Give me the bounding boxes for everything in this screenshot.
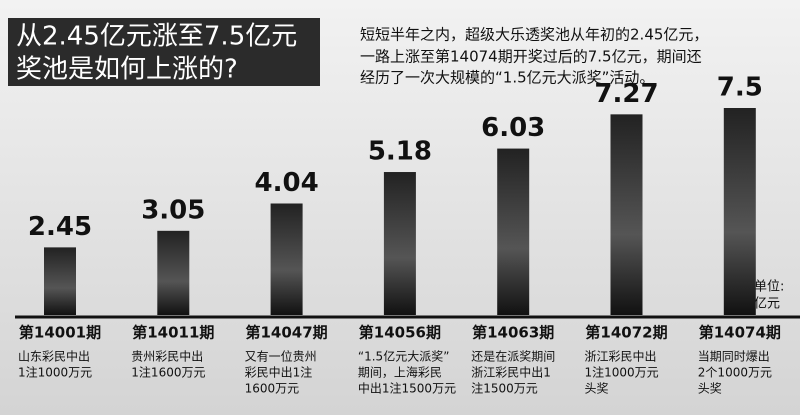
annotation: 期间，上海彩民 <box>358 365 442 380</box>
annotation: 又有一位贵州 <box>245 349 317 364</box>
bar <box>157 230 190 315</box>
annotation: 浙江彩民中出 <box>585 349 657 364</box>
data-label: 7.27 <box>594 79 658 109</box>
annotation: “1.5亿元大派奖” <box>358 349 450 364</box>
title-box <box>8 18 320 86</box>
annotation: 注1500万元 <box>471 381 538 396</box>
bar <box>497 148 530 315</box>
annotation: 1注1000万元 <box>585 365 659 380</box>
bar <box>44 247 76 315</box>
subtitle: 经历了一次大规模的“1.5亿元大派奖”活动。 <box>360 69 654 87</box>
annotation: 1注1600万元 <box>131 365 205 380</box>
annotation: 1600万元 <box>245 382 300 396</box>
x-tick-label: 第14072期 <box>585 324 667 342</box>
data-label: 4.04 <box>255 168 319 198</box>
subtitle: 短短半年之内，超级大乐透奖池从年初的2.45亿元， <box>360 26 708 44</box>
data-label: 6.03 <box>481 113 545 143</box>
unit-label: 亿元 <box>754 297 780 312</box>
annotation: 浙江彩民中出1 <box>471 365 551 380</box>
x-tick-label: 第14056期 <box>359 324 441 342</box>
data-label: 7.5 <box>717 73 763 103</box>
annotation: 还是在派奖期间 <box>471 350 555 364</box>
x-tick-label: 第14001期 <box>19 324 101 342</box>
data-label: 2.45 <box>28 212 92 242</box>
annotation: 贵州彩民中出 <box>131 349 203 364</box>
chart-title: 从2.45亿元涨至7.5亿元 <box>16 22 297 52</box>
annotation: 彩民中出1注 <box>245 365 313 380</box>
bar <box>383 172 416 315</box>
x-tick-label: 第14074期 <box>699 324 781 342</box>
annotation: 山东彩民中出 <box>18 349 90 364</box>
data-label: 3.05 <box>141 195 205 225</box>
x-tick-label: 第14011期 <box>132 324 214 342</box>
annotation: 中出1注1500万元 <box>358 381 456 396</box>
annotation: 头奖 <box>698 382 722 396</box>
data-label: 5.18 <box>368 137 432 167</box>
x-tick-label: 第14063期 <box>472 324 554 342</box>
chart-title: 奖池是如何上涨的? <box>16 55 238 85</box>
bar <box>723 108 756 315</box>
bar <box>610 114 643 316</box>
x-tick-label: 第14047期 <box>246 324 328 342</box>
unit-label: 单位: <box>754 280 784 295</box>
subtitle: 一路上涨至第14074期开奖过后的7.5亿元，期间还 <box>360 48 702 66</box>
bar <box>270 203 303 315</box>
annotation: 当期同时爆出 <box>698 350 770 364</box>
annotation: 头奖 <box>585 382 609 396</box>
annotation: 1注1000万元 <box>18 365 92 380</box>
annotation: 2个1000万元 <box>698 366 772 380</box>
